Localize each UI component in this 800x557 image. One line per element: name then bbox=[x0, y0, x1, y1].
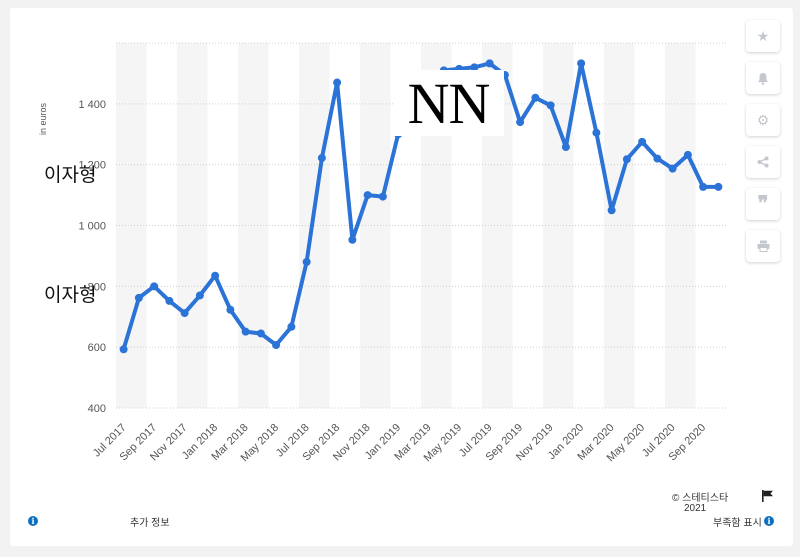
data-point[interactable] bbox=[638, 137, 647, 146]
gear-icon: ⚙ bbox=[756, 111, 770, 128]
data-point[interactable] bbox=[622, 155, 631, 164]
cite-button[interactable]: ❞ bbox=[746, 188, 780, 220]
chart-band bbox=[177, 43, 208, 408]
y-tick-label: 1 400 bbox=[78, 99, 106, 111]
data-point[interactable] bbox=[546, 101, 555, 110]
data-point[interactable] bbox=[180, 309, 189, 318]
y-tick-label: 1 200 bbox=[78, 160, 106, 172]
share-button[interactable] bbox=[746, 146, 780, 178]
y-tick-label: 800 bbox=[88, 281, 106, 293]
data-point[interactable] bbox=[561, 143, 570, 152]
data-point[interactable] bbox=[226, 305, 235, 314]
quote-icon: ❞ bbox=[757, 193, 769, 215]
data-point[interactable] bbox=[119, 345, 128, 354]
data-point[interactable] bbox=[470, 63, 479, 72]
chart-band bbox=[543, 43, 574, 408]
settings-button[interactable]: ⚙ bbox=[746, 104, 780, 136]
chart-band bbox=[360, 43, 391, 408]
korean-overlay-1: 이자형 bbox=[44, 164, 97, 186]
data-point[interactable] bbox=[272, 341, 281, 350]
data-point[interactable] bbox=[378, 192, 387, 201]
data-point[interactable] bbox=[150, 282, 159, 291]
data-point[interactable] bbox=[607, 206, 616, 215]
show-source-link[interactable]: 부족함 표시 bbox=[713, 518, 762, 529]
data-point[interactable] bbox=[653, 154, 662, 163]
share-icon bbox=[757, 156, 769, 168]
data-point[interactable] bbox=[241, 327, 250, 336]
data-point[interactable] bbox=[333, 78, 342, 87]
data-point[interactable] bbox=[714, 182, 723, 191]
data-point[interactable] bbox=[699, 182, 708, 191]
data-point[interactable] bbox=[363, 191, 372, 200]
data-point[interactable] bbox=[516, 118, 525, 127]
data-point[interactable] bbox=[592, 128, 601, 137]
data-point[interactable] bbox=[577, 59, 586, 68]
notification-button[interactable] bbox=[746, 62, 780, 94]
data-point[interactable] bbox=[485, 59, 494, 68]
print-icon bbox=[757, 240, 769, 252]
data-point[interactable] bbox=[134, 293, 143, 302]
data-point[interactable] bbox=[683, 150, 692, 159]
data-point[interactable] bbox=[195, 291, 204, 300]
copyright-text[interactable]: © 스테티스타 bbox=[672, 493, 729, 504]
y-axis-label: in euros bbox=[38, 102, 48, 135]
nn-overlay: NN bbox=[393, 70, 504, 136]
data-point[interactable] bbox=[287, 322, 296, 331]
y-tick-label: 600 bbox=[88, 342, 106, 354]
info-icon[interactable]: i bbox=[28, 516, 38, 526]
flag-icon[interactable] bbox=[761, 490, 774, 502]
favorite-button[interactable]: ★ bbox=[746, 20, 780, 52]
data-point[interactable] bbox=[317, 153, 326, 162]
y-tick-label: 400 bbox=[88, 403, 106, 415]
data-point[interactable] bbox=[531, 93, 540, 102]
copyright-year: 2021 bbox=[684, 503, 707, 514]
bell-icon bbox=[758, 72, 768, 85]
data-point[interactable] bbox=[348, 235, 357, 244]
star-icon: ★ bbox=[756, 27, 770, 44]
print-button[interactable] bbox=[746, 230, 780, 262]
korean-overlay-2: 이자형 bbox=[44, 284, 97, 306]
more-info-link[interactable]: 추가 정보 bbox=[130, 518, 170, 529]
source-info-icon[interactable]: i bbox=[764, 516, 774, 526]
y-tick-label: 1 000 bbox=[78, 221, 106, 233]
data-point[interactable] bbox=[302, 258, 311, 266]
data-point[interactable] bbox=[668, 164, 677, 173]
data-point[interactable] bbox=[211, 271, 220, 280]
data-point[interactable] bbox=[165, 296, 174, 305]
data-point[interactable] bbox=[256, 329, 265, 338]
